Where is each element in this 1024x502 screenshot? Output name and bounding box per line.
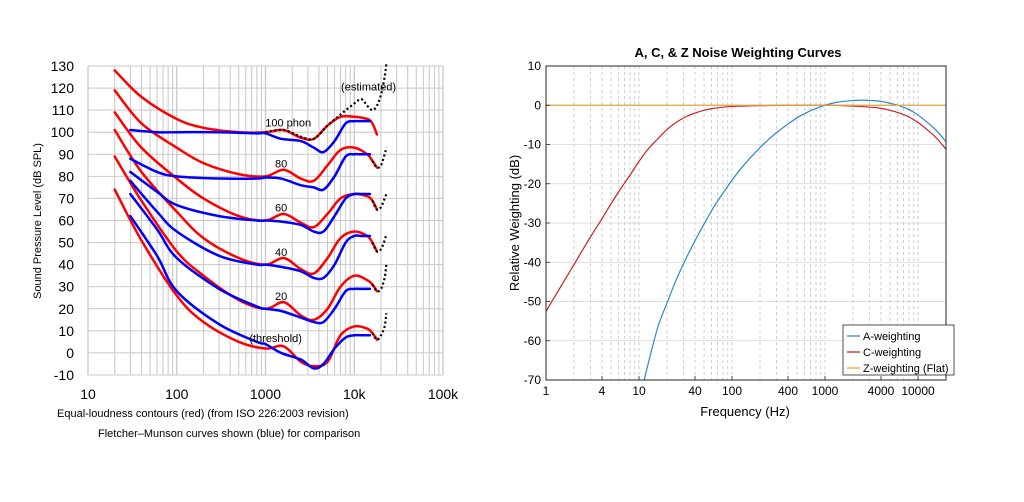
chart1-y-axis-label: Sound Pressure Level (dB SPL): [32, 143, 44, 299]
y-tick-label: 130: [51, 58, 75, 74]
y-tick-label: 80: [58, 168, 74, 184]
x-tick-label: 40: [688, 384, 702, 398]
y-tick-label: -60: [524, 334, 542, 348]
legend-label: A-weighting: [863, 331, 920, 343]
y-tick-label: 0: [534, 98, 541, 112]
iso-contour-line: [113, 188, 379, 368]
contour-annotation: 20: [275, 291, 287, 303]
chart1-series: [113, 63, 388, 370]
iso-contour-line: [113, 128, 379, 276]
y-tick-label: -10: [524, 138, 542, 152]
legend-label: Z-weighting (Flat): [863, 363, 949, 375]
contour-annotation: 100 phon: [265, 118, 311, 130]
y-tick-label: 30: [58, 279, 74, 295]
x-tick-label: 400: [778, 384, 798, 398]
estimated-contour-line: [371, 147, 388, 169]
y-tick-label: 0: [66, 345, 74, 361]
estimated-contour-line: [371, 264, 388, 293]
y-tick-label: -20: [524, 177, 542, 191]
fletcher-munson-line: [129, 152, 372, 192]
x-tick-label: 10k: [343, 386, 367, 402]
fletcher-munson-line: [129, 170, 372, 235]
chart2-legend: A-weighting C-weighting Z-weighting (Flat): [842, 324, 955, 376]
chart1-x-axis-label: Equal-loudness contours (red) (from ISO …: [57, 408, 349, 420]
chart2-y-axis-label: Relative Weighting (dB): [507, 155, 522, 291]
y-tick-label: -40: [524, 255, 542, 269]
y-tick-label: 60: [58, 213, 74, 229]
equal-loudness-chart: 10 100 1000 10k 100k -10 0 10 20 30 40 50 60 70 80 90 1…: [32, 58, 459, 440]
x-tick-label: 100: [165, 386, 189, 402]
iso-contour-line: [113, 89, 379, 183]
legend-box: [842, 324, 955, 376]
x-tick-label: 4: [599, 384, 606, 398]
contour-annotation: 40: [275, 247, 287, 259]
y-tick-label: -50: [524, 295, 542, 309]
x-tick-label: 1: [543, 384, 550, 398]
y-tick-label: 50: [58, 235, 74, 251]
fletcher-munson-line: [129, 119, 372, 154]
x-tick-label: 1000: [812, 384, 839, 398]
chart2-x-tick-labels: 1 4 10 40 100 400 1000 4000 10000: [543, 376, 935, 398]
y-tick-label: -70: [524, 373, 542, 387]
x-tick-label: 10: [632, 384, 646, 398]
estimated-contour-line: [371, 193, 388, 211]
y-tick-label: 40: [58, 257, 74, 273]
x-tick-label: 100: [722, 384, 742, 398]
chart1-annotations: (estimated) 100 phon 80 60 40 20 (threshold): [249, 81, 396, 345]
iso-contour-line: [113, 155, 379, 322]
estimated-contour-line: [371, 313, 388, 341]
fletcher-munson-line: [129, 192, 372, 325]
noise-weighting-chart: A, C, & Z Noise Weighting Curves 1 4 10 40 1…: [507, 45, 955, 419]
chart1-x-tick-labels: 10 100 1000 10k 100k: [80, 386, 459, 402]
contour-annotation: (estimated): [341, 81, 396, 93]
chart2-y-tick-labels: -70 -60 -50 -40 -30 -20 -10 0 10: [524, 59, 550, 387]
fletcher-munson-line: [129, 214, 372, 370]
y-tick-label: -30: [524, 216, 542, 230]
legend-label: C-weighting: [863, 347, 921, 359]
x-tick-label: 10000: [901, 384, 935, 398]
chart1-x-axis-label-2: Fletcher–Munson curves shown (blue) for …: [98, 428, 360, 440]
contour-annotation: (threshold): [249, 333, 302, 345]
chart2-x-axis-label: Frequency (Hz): [700, 404, 790, 419]
y-tick-label: 90: [58, 146, 74, 162]
chart2-series: [545, 99, 947, 381]
y-tick-label: 10: [528, 59, 542, 73]
contour-annotation: 80: [275, 159, 287, 171]
x-tick-label: 100k: [428, 386, 459, 402]
y-tick-label: 120: [51, 80, 75, 96]
chart2-title: A, C, & Z Noise Weighting Curves: [634, 45, 841, 60]
estimated-contour-line: [371, 233, 388, 253]
x-tick-label: 4000: [868, 384, 895, 398]
y-tick-label: 10: [58, 323, 74, 339]
chart1-y-tick-labels: -10 0 10 20 30 40 50 60 70 80 90 100 110 120 130: [51, 58, 75, 383]
weighting-curve: [643, 99, 947, 381]
contour-annotation: 60: [275, 203, 287, 215]
y-tick-label: 70: [58, 190, 74, 206]
x-tick-label: 1000: [250, 386, 281, 402]
y-tick-label: 110: [52, 102, 75, 118]
y-tick-label: 20: [58, 301, 74, 317]
weighting-curve: [545, 104, 947, 312]
y-tick-label: -10: [54, 367, 74, 383]
estimated-contour-line: [265, 63, 388, 141]
y-tick-label: 100: [51, 124, 75, 140]
fletcher-munson-line: [129, 179, 372, 281]
x-tick-label: 10: [80, 386, 96, 402]
